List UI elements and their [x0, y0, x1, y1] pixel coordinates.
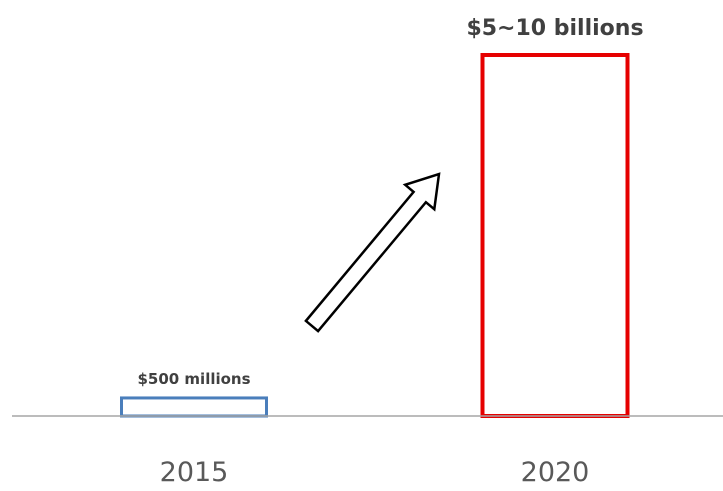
labels-layer: $500 millions $5~10 billions	[137, 16, 643, 388]
x-tick-labels: 2015 2020	[160, 457, 590, 488]
data-label-2015: $500 millions	[137, 370, 250, 388]
bar-2020	[480, 53, 630, 418]
x-tick-label-2015: 2015	[160, 457, 229, 488]
bars-layer	[120, 53, 630, 418]
growth-arrow-annotation	[304, 172, 441, 333]
bar-2015	[120, 396, 268, 418]
x-tick-label-2020: 2020	[521, 457, 590, 488]
growth-arrow-icon	[304, 172, 441, 333]
data-label-2020: $5~10 billions	[466, 16, 643, 41]
